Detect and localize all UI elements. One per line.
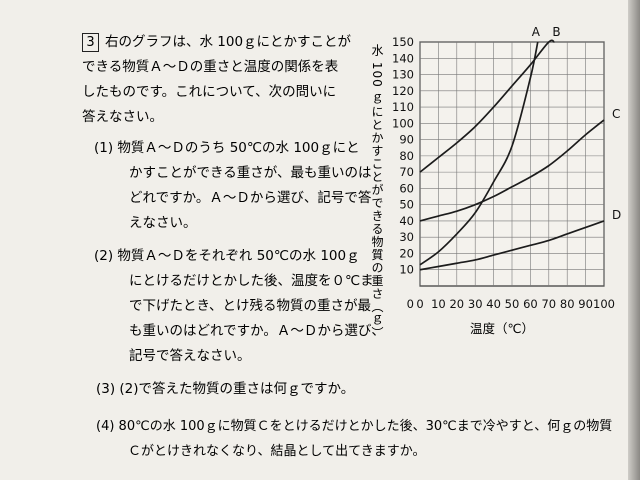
intro-line-3: したものです。これについて、次の問いに [82, 84, 337, 100]
question-number-box: 3 [82, 33, 99, 52]
q3-line: (3) (2)で答えた物質の重さは何ｇですか。 [96, 381, 355, 397]
chart-y-tick-label: 60 [399, 181, 414, 195]
series-line-a [419, 41, 539, 266]
chart-x-tick-label: 70 [541, 297, 556, 311]
q2-line-4: も重いのはどれですか。Ａ～Ｄから選び、 [129, 323, 385, 339]
chart-y-tick-label: 70 [399, 165, 414, 179]
series-line-d [419, 220, 605, 271]
chart-x-tick-label: 0 [416, 297, 423, 311]
chart-x-axis-label: 温度（℃） [470, 321, 535, 336]
chart-y-tick-label: 100 [392, 116, 414, 130]
q2-line-5: 記号で答えなさい。 [129, 348, 251, 364]
q1-line-4: えなさい。 [129, 215, 197, 231]
series-line-b [419, 39, 555, 173]
chart-x-tick-label: 30 [468, 297, 483, 311]
chart-y-tick-label: 110 [392, 100, 414, 114]
series-line-c [419, 119, 605, 222]
chart-x-tick-label: 60 [523, 297, 538, 311]
chart-x-tick-label: 40 [486, 297, 501, 311]
intro-line-1: 3 右のグラフは、水 100ｇにとかすことが [82, 30, 351, 55]
chart-x-tick-label: 20 [449, 297, 464, 311]
chart-y-tick-label: 120 [392, 84, 414, 98]
chart-x-tick-label: 10 [431, 297, 446, 311]
intro-line-4: 答えなさい。 [82, 109, 163, 125]
series-label-d: D [612, 208, 621, 222]
chart-y-tick-label: 10 [399, 263, 414, 277]
chart-x-tick-label: 90 [578, 297, 593, 311]
q4-line-1: (4) 80℃の水 100ｇに物質Ｃをとけるだけとかした後、30℃まで冷やすと、… [96, 419, 613, 434]
chart-y-tick-label: 130 [392, 68, 414, 82]
chart-y-tick-label: 90 [399, 133, 414, 147]
q2-line-1: (2) 物質Ａ～Ｄをそれぞれ 50℃の水 100ｇ [94, 248, 360, 264]
series-label-a: A [532, 25, 541, 39]
page-edge [628, 0, 640, 480]
chart-y-tick-label: 150 [392, 35, 414, 49]
chart-x-tick-label: 80 [560, 297, 575, 311]
series-label-b: B [552, 25, 560, 39]
q2-line-2: にとけるだけとかした後、温度を０℃ま [129, 273, 374, 289]
chart-x-tick-label: 50 [505, 297, 520, 311]
chart-y-tick-label: 50 [399, 198, 414, 212]
q1-line-3: どれですか。Ａ～Ｄから選び、記号で答 [129, 190, 372, 206]
series-label-c: C [612, 107, 620, 121]
intro-line-2: できる物質Ａ～Ｄの重さと温度の関係を表 [82, 59, 339, 75]
chart-x-tick-label: 100 [593, 297, 615, 311]
chart-y-tick-label: 140 [392, 51, 414, 65]
chart-origin-label: 0 [407, 297, 414, 311]
chart-y-tick-label: 80 [399, 149, 414, 163]
chart-y-tick-label: 30 [399, 230, 414, 244]
chart-y-axis-label: 水 100 ｇにとかすことができる物質の重さ（ｇ） [370, 44, 384, 340]
q1-line-2: かすことができる重さが、最も重いのは [129, 165, 372, 181]
q2-line-3: で下げたとき、とけ残る物質の重さが最 [129, 298, 372, 314]
chart-y-tick-label: 40 [399, 214, 414, 228]
q1-line-1: (1) 物質Ａ～Ｄのうち 50℃の水 100ｇにと [94, 140, 360, 156]
chart-y-tick-label: 20 [399, 246, 414, 260]
q4-line-2: Ｃがとけきれなくなり、結晶として出てきますか。 [128, 444, 426, 459]
